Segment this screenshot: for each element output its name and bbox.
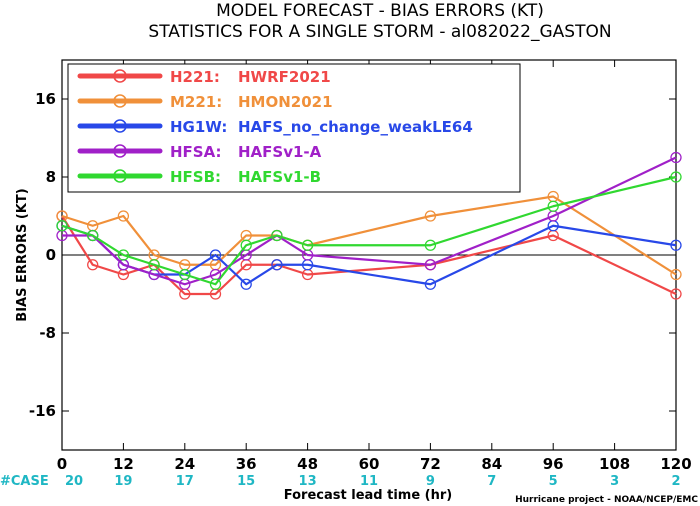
data-point [87,259,99,271]
data-point [424,239,437,251]
legend-swatch-marker [113,119,127,133]
case-label: #CASE [0,474,49,489]
x-tick-label: 60 [359,455,380,473]
legend-code: H221: [170,68,220,86]
data-point [209,249,222,261]
data-point [56,220,68,232]
x-tick-label: 108 [599,455,630,473]
credit-text: Hurricane project - NOAA/NCEP/EMC [515,495,698,505]
data-point [301,239,314,251]
legend-code: HG1W: [170,118,227,136]
y-tick-label: -8 [39,324,56,342]
case-count: 17 [176,474,194,489]
case-count: 19 [114,474,132,489]
x-axis-label: Forecast lead time (hr) [284,488,452,503]
x-tick-label: 120 [660,455,691,473]
data-point [271,259,283,271]
data-point [670,151,682,164]
case-count-row: #CASE 20 19 17 15 13 11 9 7 5 3 2 [0,474,681,489]
chart-subtitle: STATISTICS FOR A SINGLE STORM - al082022… [148,22,611,42]
data-point [424,210,437,222]
series-line-HAFSv1-B [61,175,677,286]
case-count: 7 [487,474,496,489]
legend-swatch-marker [113,169,127,183]
legend-name: HMON2021 [238,93,333,111]
case-count: 9 [426,474,435,489]
legend-name: HAFS_no_change_weakLE64 [238,118,473,136]
y-tick-label: -16 [29,402,56,420]
data-point [87,229,99,242]
x-tick-label: 84 [481,455,502,473]
chart-title: MODEL FORECAST - BIAS ERRORS (KT) [216,1,544,21]
data-point [271,229,283,242]
legend-name: HAFSv1-A [238,143,322,161]
data-point [424,278,437,290]
data-point [670,239,682,251]
legend-swatch-marker [113,94,127,108]
data-point [179,268,191,281]
case-count: 2 [671,474,680,489]
data-point [424,259,437,271]
x-tick-label: 36 [236,455,257,473]
y-axis: -16 -8 0 8 16 [29,90,676,420]
y-tick-label: 8 [46,168,56,186]
x-tick-label: 48 [297,455,318,473]
legend-name: HWRF2021 [238,68,331,86]
case-count: 3 [610,474,619,489]
case-count: 11 [360,474,378,489]
legend-swatch-marker [113,144,127,158]
data-point [670,171,682,183]
legend-code: HFSA: [170,143,222,161]
case-count: 15 [237,474,255,489]
data-point [117,249,130,261]
x-tick-label: 96 [543,455,564,473]
case-count: 13 [299,474,317,489]
x-tick-label: 72 [420,455,441,473]
data-point [240,278,252,290]
legend-code: HFSB: [170,168,221,186]
y-tick-label: 16 [35,90,56,108]
legend-code: M221: [170,93,222,111]
data-point [670,288,682,300]
y-axis-label: BIAS ERRORS (KT) [15,188,30,321]
legend: H221: HWRF2021 M221: HMON2021 HG1W: HAFS_no_c… [77,68,473,186]
case-count: 5 [549,474,558,489]
data-point [209,278,222,290]
series-line-HMON2021 [61,195,677,276]
x-tick-label: 24 [174,455,195,473]
x-tick-label: 0 [57,455,67,473]
data-point [117,210,130,222]
y-tick-label: 0 [46,246,56,264]
x-tick-label: 12 [113,455,134,473]
legend-name: HAFSv1-B [238,168,321,186]
x-axis: 0 12 24 36 48 60 72 84 96 108 120 [57,60,692,473]
case-count: 20 [65,474,83,489]
data-point [547,200,559,212]
data-point [670,268,682,281]
data-point [240,239,252,251]
legend-swatch-marker [113,69,127,83]
data-point [148,259,160,271]
series-layer [56,151,682,300]
